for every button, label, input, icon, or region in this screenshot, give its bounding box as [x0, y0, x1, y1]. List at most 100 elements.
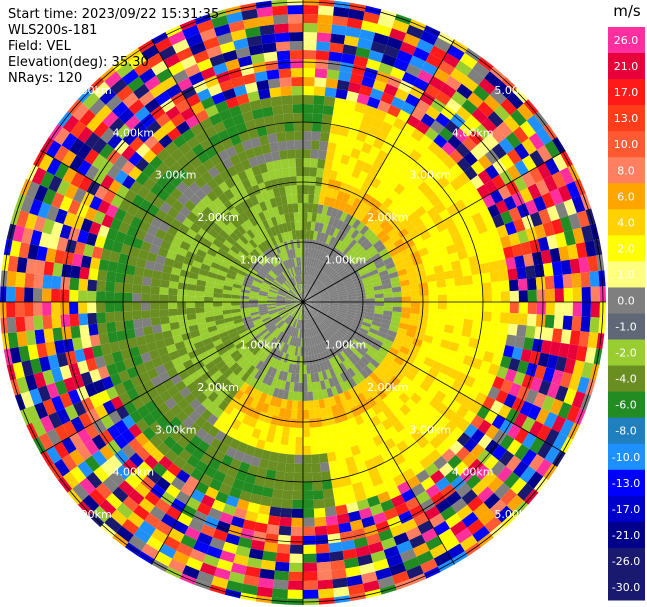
velocity-gate: [297, 194, 303, 204]
velocity-gate: [336, 79, 350, 91]
velocity-gate: [366, 96, 381, 109]
velocity-gate: [281, 167, 290, 178]
colorbar-cells: 26.021.017.013.010.08.06.04.02.01.00.0-1…: [608, 27, 645, 601]
velocity-gate: [296, 295, 303, 302]
velocity-gate: [449, 149, 464, 164]
velocity-gate: [60, 302, 70, 315]
velocity-gate: [177, 314, 188, 322]
velocity-gate: [155, 364, 167, 376]
velocity-gate: [417, 168, 431, 182]
colorbar-cell: [608, 183, 645, 210]
velocity-gate: [276, 297, 286, 301]
velocity-gate: [223, 281, 234, 288]
velocity-gate: [361, 449, 373, 462]
velocity-gate: [128, 99, 145, 115]
velocity-gate: [165, 484, 181, 499]
velocity-gate: [381, 173, 393, 186]
velocity-gate: [440, 83, 457, 99]
velocity-gate: [36, 245, 48, 262]
velocity-gate: [443, 324, 455, 334]
velocity-gate: [285, 297, 295, 301]
velocity-gate: [316, 362, 322, 373]
velocity-gate: [335, 209, 344, 220]
velocity-gate: [76, 360, 90, 375]
velocity-gate: [479, 231, 492, 244]
velocity-gate: [293, 382, 299, 392]
velocity-gate: [299, 328, 302, 338]
velocity-gate: [123, 310, 133, 321]
velocity-gate: [292, 286, 299, 295]
velocity-gate: [226, 580, 244, 593]
velocity-gate: [271, 268, 279, 277]
velocity-gate: [575, 242, 588, 259]
velocity-gate: [258, 302, 268, 305]
velocity-gate: [344, 456, 356, 468]
velocity-gate: [405, 181, 418, 194]
velocity-gate: [89, 221, 102, 236]
velocity-gate: [283, 176, 291, 187]
velocity-gate: [325, 339, 333, 349]
velocity-gate: [242, 244, 253, 254]
velocity-gate: [397, 227, 409, 239]
velocity-gate: [383, 338, 394, 347]
velocity-gate: [298, 275, 302, 285]
velocity-gate: [126, 255, 138, 267]
velocity-gate: [356, 302, 366, 306]
velocity-gate: [425, 105, 441, 120]
velocity-gate: [491, 174, 506, 190]
velocity-gate: [78, 290, 88, 302]
ring-label: 4.00km: [452, 466, 494, 479]
velocity-gate: [373, 285, 384, 291]
velocity-gate: [303, 77, 315, 87]
velocity-gate: [261, 281, 271, 288]
velocity-gate: [506, 148, 522, 165]
field-label: Field: VEL: [8, 39, 71, 54]
velocity-gate: [245, 186, 256, 198]
velocity-gate: [441, 448, 456, 463]
velocity-gate: [277, 291, 287, 296]
velocity-gate: [354, 414, 365, 426]
velocity-gate: [200, 263, 211, 272]
velocity-gate: [344, 408, 355, 420]
velocity-gate: [424, 83, 441, 99]
velocity-gate: [341, 257, 350, 266]
velocity-gate: [277, 453, 288, 464]
velocity-gate: [250, 136, 262, 148]
velocity-gate: [361, 214, 371, 226]
velocity-gate: [356, 189, 366, 201]
velocity-gate: [237, 327, 247, 335]
velocity-gate: [261, 486, 274, 498]
velocity-gate: [353, 139, 365, 151]
colorbar-tick-label: -1.0: [615, 321, 636, 334]
velocity-gate: [160, 513, 177, 529]
velocity-gate: [207, 83, 223, 97]
velocity-gate: [324, 316, 334, 324]
velocity-gate: [303, 248, 306, 258]
velocity-gate: [9, 347, 22, 364]
velocity-gate: [284, 122, 295, 132]
velocity-gate: [256, 586, 273, 598]
velocity-gate: [262, 42, 277, 54]
velocity-gate: [312, 317, 318, 326]
velocity-gate: [46, 205, 60, 222]
velocity-gate: [231, 294, 241, 299]
velocity-gate: [308, 239, 313, 249]
velocity-gate: [136, 185, 151, 200]
velocity-gate: [296, 176, 303, 186]
velocity-gate: [264, 533, 279, 544]
velocity-gate: [142, 325, 154, 336]
velocity-gate: [190, 101, 205, 115]
velocity-gate: [328, 542, 343, 553]
velocity-gate: [393, 222, 405, 234]
velocity-gate: [347, 387, 357, 399]
velocity-gate: [275, 552, 290, 563]
velocity-gate: [259, 201, 268, 212]
velocity-gate: [230, 562, 247, 575]
velocity-gate: [188, 422, 202, 435]
velocity-gate: [314, 68, 328, 79]
velocity-gate: [141, 44, 159, 61]
velocity-gate: [303, 310, 305, 320]
velocity-gate: [405, 496, 420, 511]
velocity-gate: [266, 69, 280, 80]
velocity-gate: [258, 292, 268, 297]
